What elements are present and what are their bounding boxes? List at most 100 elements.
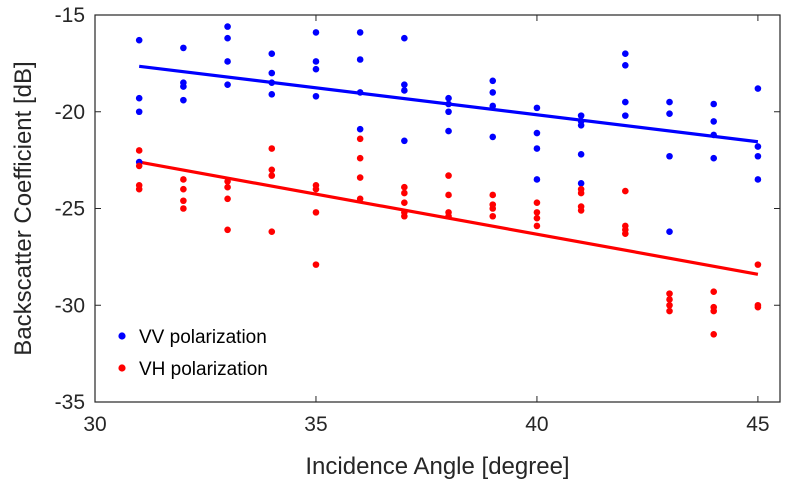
data-point-vv	[533, 176, 541, 183]
data-point-vv	[577, 112, 585, 119]
data-point-vh	[224, 183, 231, 191]
data-point-vv	[622, 62, 629, 69]
data-point-vh	[710, 307, 718, 315]
data-point-vv	[577, 180, 585, 187]
data-point-vv	[312, 29, 320, 36]
data-point-vh	[577, 207, 585, 214]
data-point-vh	[577, 189, 585, 197]
data-point-vv	[268, 91, 276, 98]
x-tick-label: 30	[83, 413, 106, 436]
x-tick-label: 35	[304, 413, 327, 436]
data-point-vh	[445, 212, 452, 220]
data-point-vv	[622, 112, 629, 119]
data-point-vh	[666, 307, 673, 315]
y-tick-label: -20	[55, 101, 85, 124]
data-point-vh	[666, 290, 673, 297]
data-point-vh	[224, 178, 231, 185]
data-point-vh	[754, 303, 762, 311]
data-point-vh	[268, 166, 276, 174]
data-point-vv	[445, 127, 452, 135]
data-point-vv	[356, 125, 364, 133]
data-point-vv	[312, 65, 320, 73]
y-tick-label: -25	[55, 198, 85, 221]
data-point-vv	[533, 104, 541, 112]
data-point-vh	[666, 301, 673, 309]
y-axis-title: Backscatter Coefficient [dB]	[10, 61, 37, 355]
data-point-vv	[666, 110, 673, 117]
data-point-vv	[445, 94, 452, 102]
legend-label-vh: VH polarization	[139, 359, 268, 380]
data-point-vh	[135, 147, 143, 154]
data-point-vv	[224, 81, 231, 88]
data-point-vv	[754, 85, 762, 92]
data-point-vv	[754, 152, 762, 160]
data-point-vh	[180, 205, 187, 212]
data-point-vh	[401, 212, 408, 220]
data-point-vv	[356, 89, 364, 96]
data-point-vh	[666, 296, 673, 303]
data-point-vh	[710, 330, 718, 338]
data-points	[135, 23, 762, 338]
data-point-vh	[710, 288, 718, 296]
x-tick-label: 40	[525, 413, 548, 436]
data-point-vh	[312, 261, 320, 268]
data-point-vv	[180, 96, 187, 104]
data-point-vv	[666, 228, 673, 236]
data-point-vh	[533, 199, 541, 206]
x-axis-title: Incidence Angle [degree]	[305, 453, 569, 480]
data-point-vv	[533, 145, 541, 152]
data-point-vv	[401, 137, 408, 145]
data-point-vv	[401, 81, 408, 88]
x-axis-ticks: 30 35 40 45	[83, 15, 770, 436]
data-point-vv	[268, 50, 276, 57]
data-point-vh	[533, 222, 541, 230]
data-point-vh	[135, 185, 143, 193]
data-point-vv	[622, 98, 629, 106]
data-point-vh	[268, 228, 276, 236]
data-point-vh	[224, 226, 231, 234]
data-point-vv	[754, 176, 762, 183]
data-point-vv	[710, 100, 718, 108]
data-point-vv	[401, 87, 408, 94]
data-point-vh	[489, 191, 497, 199]
data-point-vh	[268, 172, 276, 179]
y-tick-label: -15	[55, 4, 85, 27]
data-point-vh	[445, 191, 452, 199]
data-point-vv	[180, 83, 187, 90]
data-point-vh	[533, 209, 541, 216]
data-point-vv	[622, 50, 629, 57]
data-point-vh	[180, 197, 187, 205]
data-point-vh	[312, 209, 320, 216]
data-point-vv	[710, 118, 718, 125]
data-point-vh	[224, 195, 231, 203]
data-point-vv	[754, 143, 762, 150]
data-point-vv	[533, 129, 541, 137]
data-point-vh	[533, 214, 541, 222]
data-point-vh	[356, 154, 364, 162]
data-point-vv	[666, 152, 673, 160]
data-point-vh	[445, 172, 452, 179]
data-point-vv	[666, 98, 673, 106]
legend-label-vv: VV polarization	[139, 327, 267, 348]
data-point-vv	[577, 151, 585, 158]
data-point-vv	[135, 36, 143, 44]
data-point-vv	[224, 34, 231, 42]
data-point-vv	[710, 154, 718, 162]
x-tick-label: 45	[746, 413, 769, 436]
data-point-vh	[356, 195, 364, 203]
data-point-vh	[622, 230, 629, 237]
data-point-vv	[710, 131, 718, 139]
data-point-vv	[489, 133, 497, 141]
data-point-vv	[224, 23, 231, 30]
data-point-vh	[754, 261, 762, 268]
data-point-vh	[180, 185, 187, 193]
data-point-vv	[135, 108, 143, 116]
legend-marker-vh	[118, 364, 126, 372]
y-axis-ticks: -35 -30 -25 -20 -15	[55, 4, 780, 414]
data-point-vh	[356, 174, 364, 181]
data-point-vv	[577, 121, 585, 129]
data-point-vv	[180, 44, 187, 52]
y-tick-label: -30	[55, 294, 85, 317]
data-point-vv	[312, 58, 320, 65]
